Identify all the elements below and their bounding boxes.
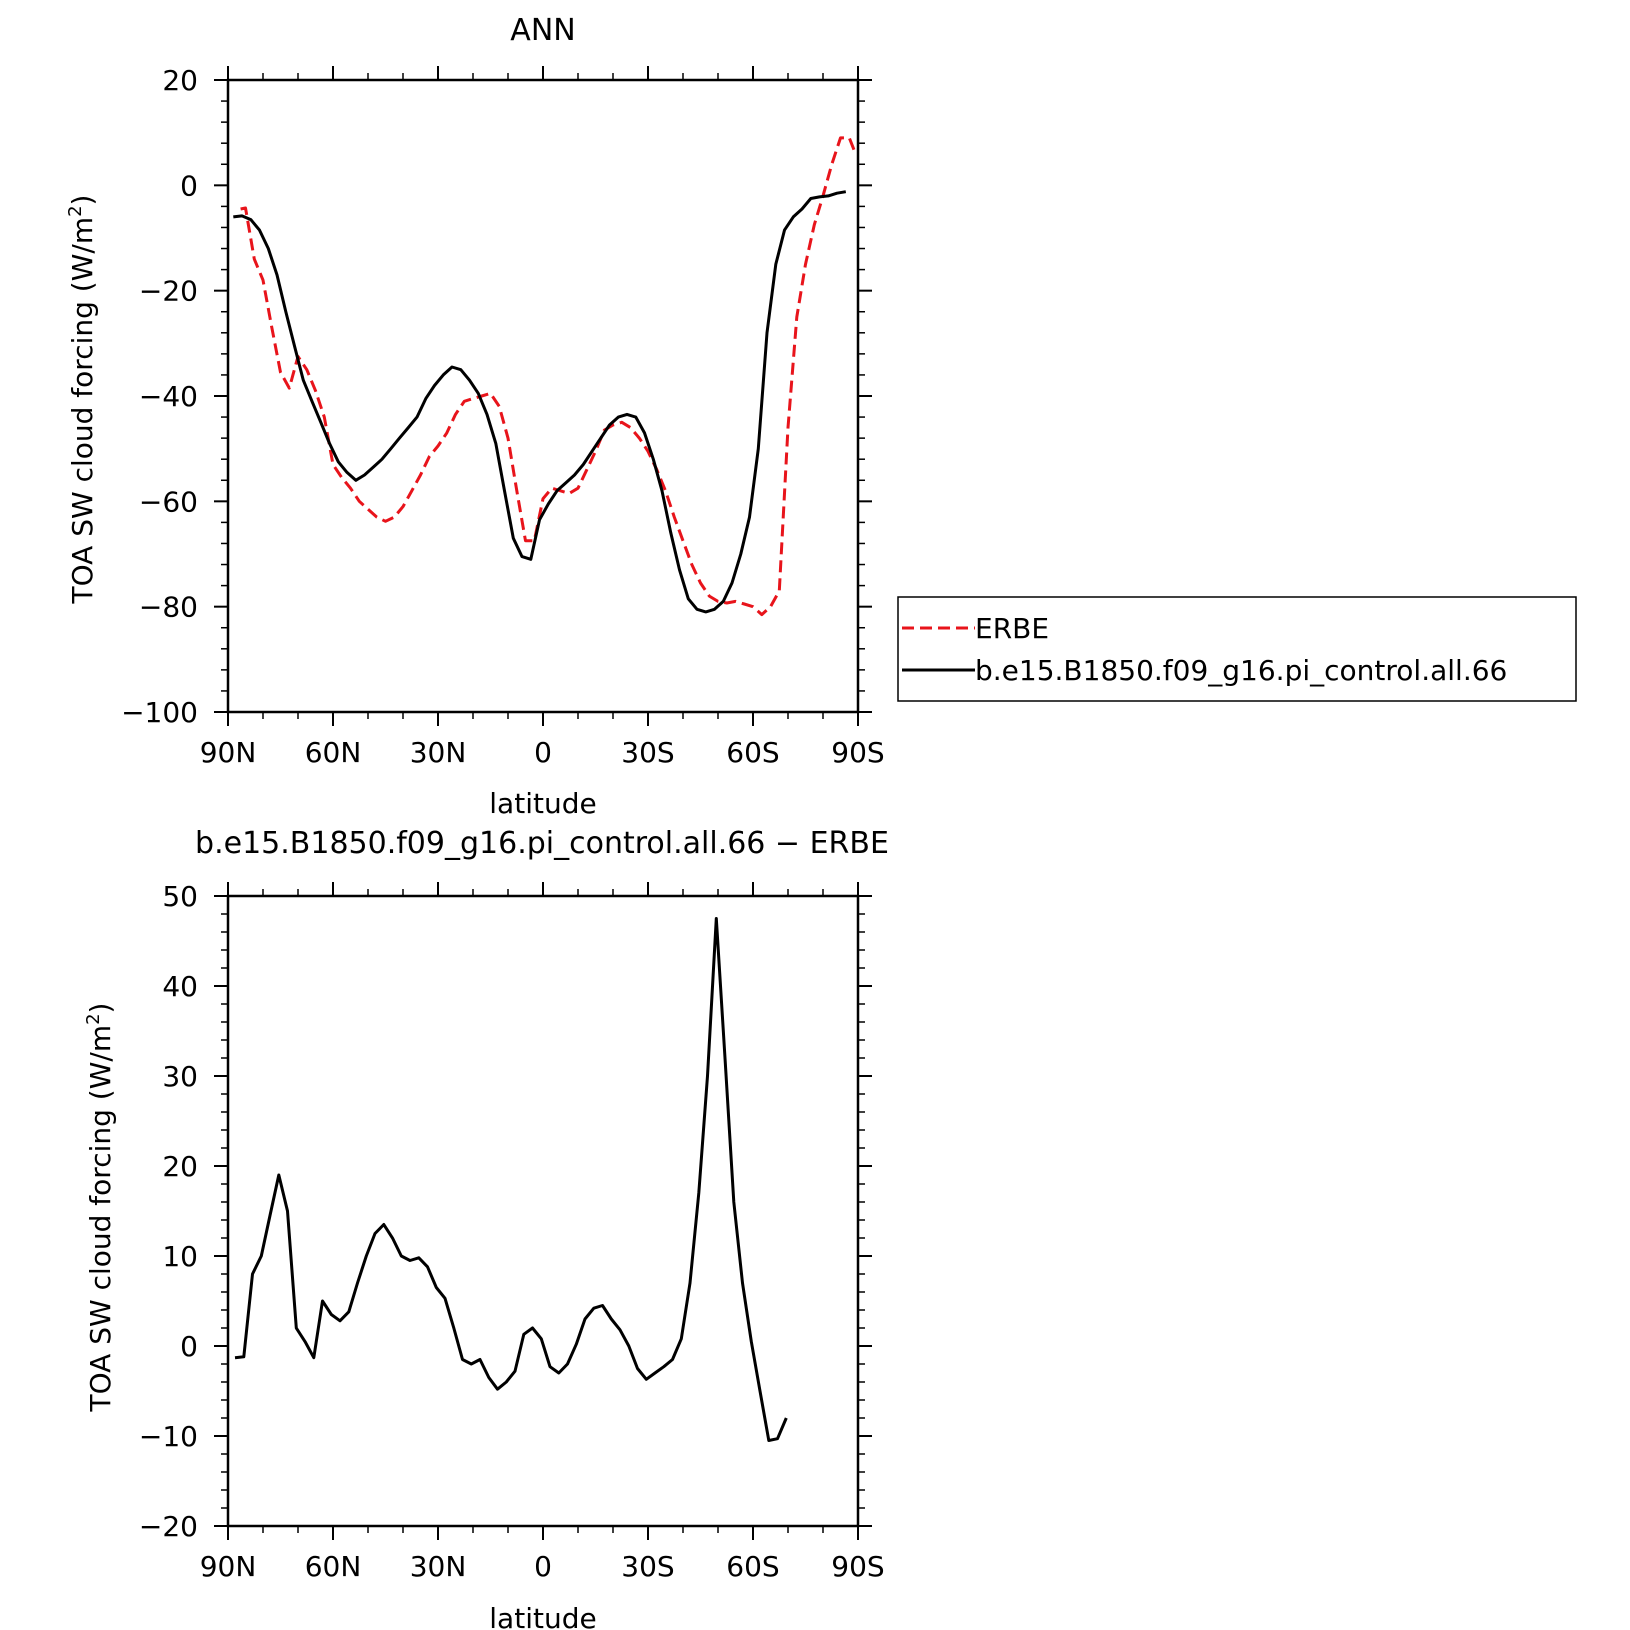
panel1-ticks (214, 66, 872, 726)
y-tick-label: −100 (121, 696, 198, 729)
panel2-tick-labels: 90N 60N 30N 0 30S 60S 90S 50 40 30 20 10 0 −10 −20 (139, 880, 885, 1583)
x-tick-label: 60N (305, 736, 362, 769)
panel1-xlabel: latitude (489, 787, 596, 820)
panel-difference: b.e15.B1850.f09_g16.pi_control.all.66 − … (83, 826, 889, 1630)
x-tick-label: 60S (726, 1550, 779, 1583)
legend-box (897, 596, 1577, 702)
y-tick-label: 20 (162, 1150, 198, 1183)
panel2-plot-frame (226, 894, 860, 1528)
legend: ERBE b.e15.B1850.f09_g16.pi_control.all.… (897, 596, 1577, 702)
x-tick-label: 60S (726, 736, 779, 769)
x-tick-label: 30S (621, 736, 674, 769)
y-tick-label: 50 (162, 880, 198, 913)
x-tick-label: 0 (534, 736, 552, 769)
y-tick-label: 10 (162, 1240, 198, 1273)
y-tick-label: −60 (139, 485, 198, 518)
x-tick-label: 90S (831, 1550, 884, 1583)
legend-label-model: b.e15.B1850.f09_g16.pi_control.all.66 (975, 654, 1507, 687)
y-tick-label: −10 (139, 1420, 198, 1453)
x-tick-label: 90N (200, 736, 257, 769)
panel2-ylabel: TOA SW cloud forcing (W/m2) (83, 1003, 117, 1413)
y-tick-label: −20 (139, 275, 198, 308)
panel1-series (233, 136, 856, 617)
panel1-title: ANN (510, 13, 575, 48)
x-tick-label: 90N (200, 1550, 257, 1583)
x-tick-label: 60N (305, 1550, 362, 1583)
y-tick-label: 0 (180, 1330, 198, 1363)
panel2-series (234, 917, 788, 1442)
y-tick-label: −80 (139, 591, 198, 624)
panel2-ticks (214, 882, 872, 1540)
panel1-plot-frame (226, 78, 860, 714)
panel-annual: ANN 90N 60N 30N 0 30S 60S 90S 20 0 −20 −40 −60 −80 −1… (65, 13, 1577, 820)
model-line (233, 190, 847, 614)
x-tick-label: 30S (621, 1550, 674, 1583)
y-tick-label: 20 (162, 64, 198, 97)
x-tick-label: 30N (410, 736, 467, 769)
panel2-title: b.e15.B1850.f09_g16.pi_control.all.66 − … (195, 826, 889, 861)
x-tick-label: 90S (831, 736, 884, 769)
panel2-xlabel: latitude (489, 1602, 596, 1630)
y-tick-label: −20 (139, 1510, 198, 1543)
legend-label-erbe: ERBE (975, 612, 1049, 645)
erbe-line (240, 136, 856, 617)
x-tick-label: 30N (410, 1550, 467, 1583)
y-tick-label: 30 (162, 1060, 198, 1093)
x-tick-label: 0 (534, 1550, 552, 1583)
y-tick-label: −40 (139, 380, 198, 413)
y-tick-label: 0 (180, 169, 198, 202)
difference-line (234, 917, 788, 1442)
y-tick-label: 40 (162, 970, 198, 1003)
panel1-tick-labels: 90N 60N 30N 0 30S 60S 90S 20 0 −20 −40 −60 −80 −100 (121, 64, 885, 769)
panel1-ylabel: TOA SW cloud forcing (W/m2) (65, 195, 99, 605)
